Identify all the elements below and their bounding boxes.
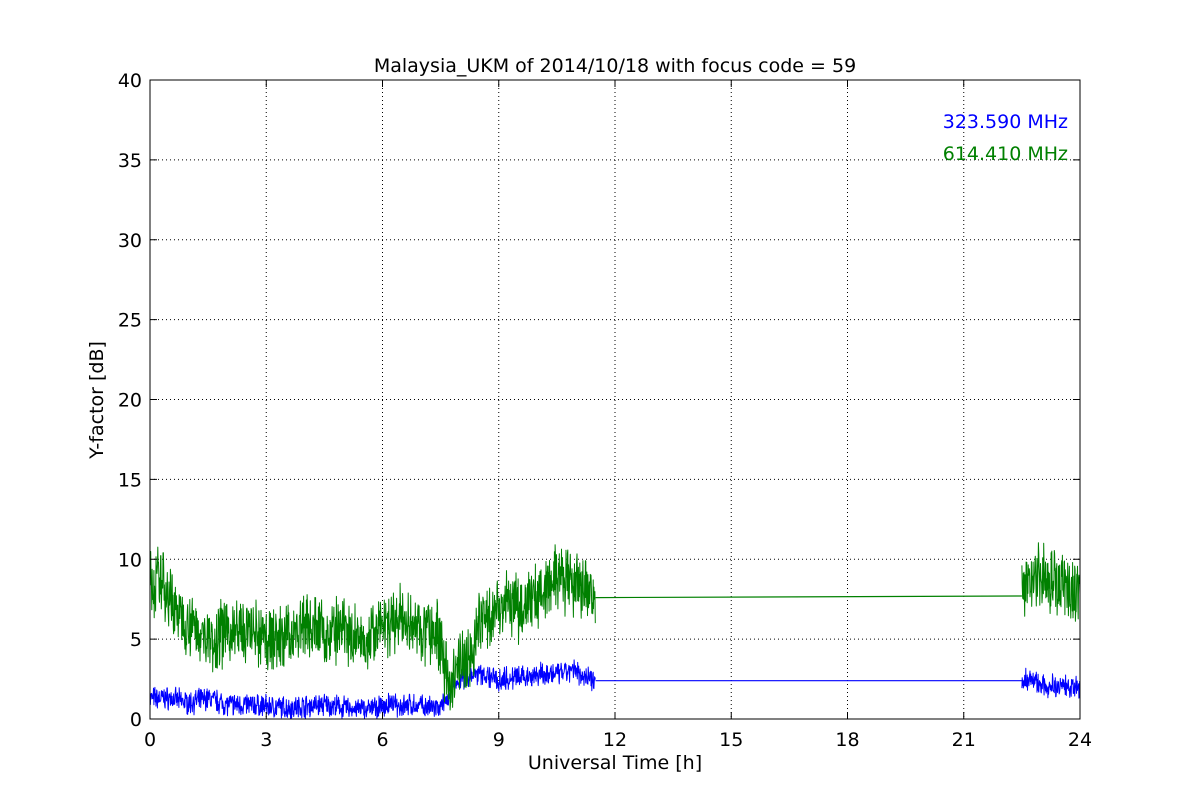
y-tick-label: 15 (118, 469, 142, 491)
x-tick-label: 24 (1068, 729, 1092, 751)
y-tick-label: 25 (118, 310, 142, 332)
y-tick-label: 30 (118, 230, 142, 252)
series-lines (149, 542, 1081, 720)
series-line-segment (149, 544, 596, 711)
y-tick-label: 20 (118, 390, 142, 412)
y-tick-label: 40 (118, 70, 142, 92)
x-tick-label: 3 (260, 729, 272, 751)
x-tick-label: 15 (719, 729, 743, 751)
x-tick-label: 0 (144, 729, 156, 751)
legend-entry-614-410: 614.410 MHz (943, 143, 1068, 165)
series-323-590-mhz (149, 659, 1081, 720)
y-axis-label: Y-factor [dB] (86, 341, 108, 460)
x-axis-label: Universal Time [h] (528, 752, 702, 774)
chart-title: Malaysia_UKM of 2014/10/18 with focus co… (374, 55, 856, 77)
y-tick-label: 5 (130, 629, 142, 651)
y-tick-label: 10 (118, 549, 142, 571)
x-tick-label: 18 (835, 729, 859, 751)
series-line-segment (595, 595, 1022, 599)
x-tick-label: 21 (952, 729, 976, 751)
legend: 323.590 MHz 614.410 MHz (943, 111, 1068, 165)
series-line-segment (149, 659, 596, 720)
legend-entry-323-590: 323.590 MHz (943, 111, 1068, 133)
series-line-segment (1021, 542, 1081, 622)
x-tick-label: 6 (376, 729, 388, 751)
x-tick-label: 9 (493, 729, 505, 751)
series-line-segment (1021, 667, 1081, 699)
series-614-410-mhz (149, 542, 1081, 711)
y-tick-label: 35 (118, 150, 142, 172)
x-tick-label: 12 (603, 729, 627, 751)
axis-ticks: 0 3 6 9 12 15 18 21 24 0 5 10 15 20 25 30 35 40 (118, 70, 1092, 751)
y-tick-label: 0 (130, 709, 142, 731)
